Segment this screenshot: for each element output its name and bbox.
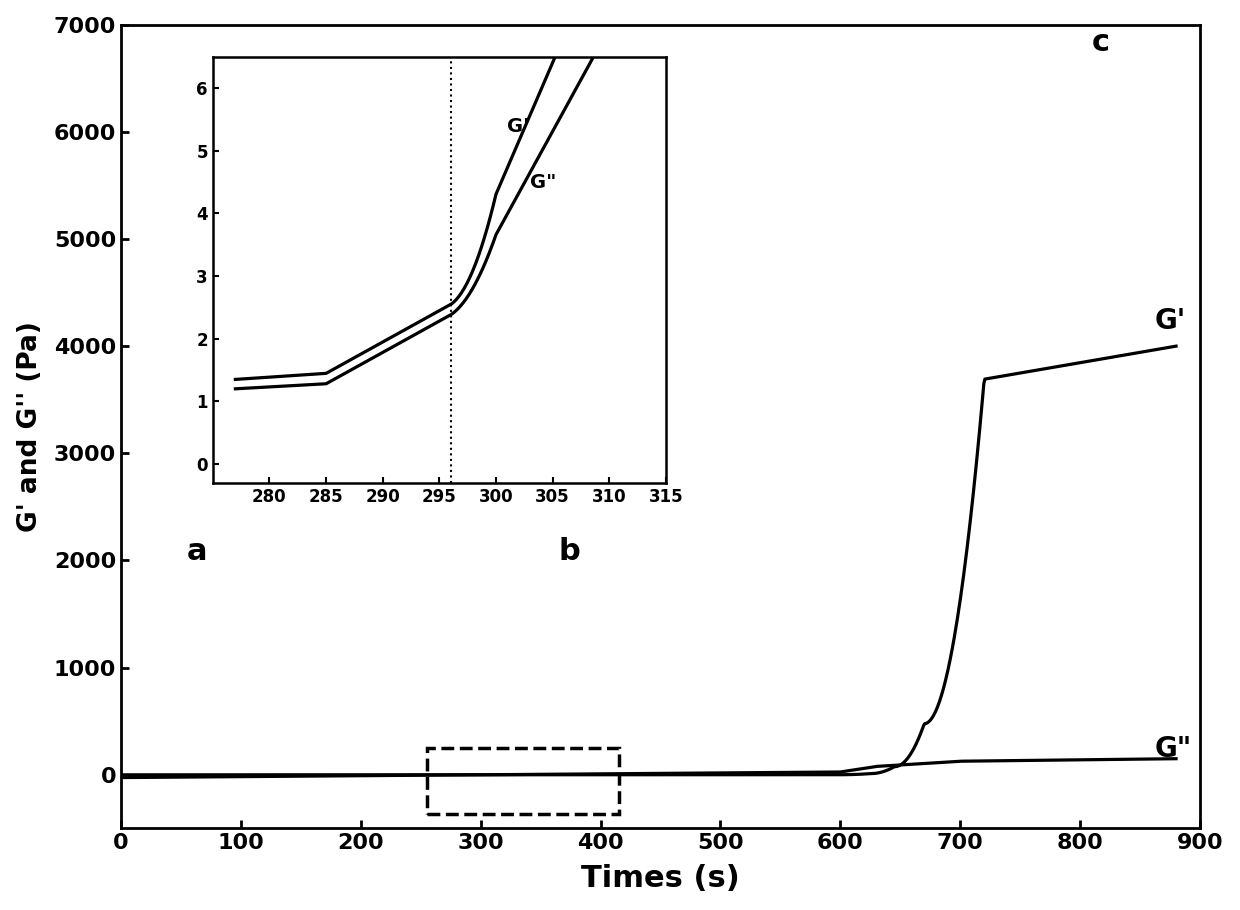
Text: G': G' bbox=[1154, 308, 1185, 336]
Y-axis label: G' and G'' (Pa): G' and G'' (Pa) bbox=[16, 321, 42, 532]
Text: a: a bbox=[187, 538, 207, 566]
Text: b: b bbox=[558, 538, 580, 566]
X-axis label: Times (s): Times (s) bbox=[582, 864, 740, 894]
Bar bbox=[427, 748, 619, 814]
Text: c: c bbox=[1092, 28, 1110, 57]
Text: G": G" bbox=[1154, 735, 1192, 763]
